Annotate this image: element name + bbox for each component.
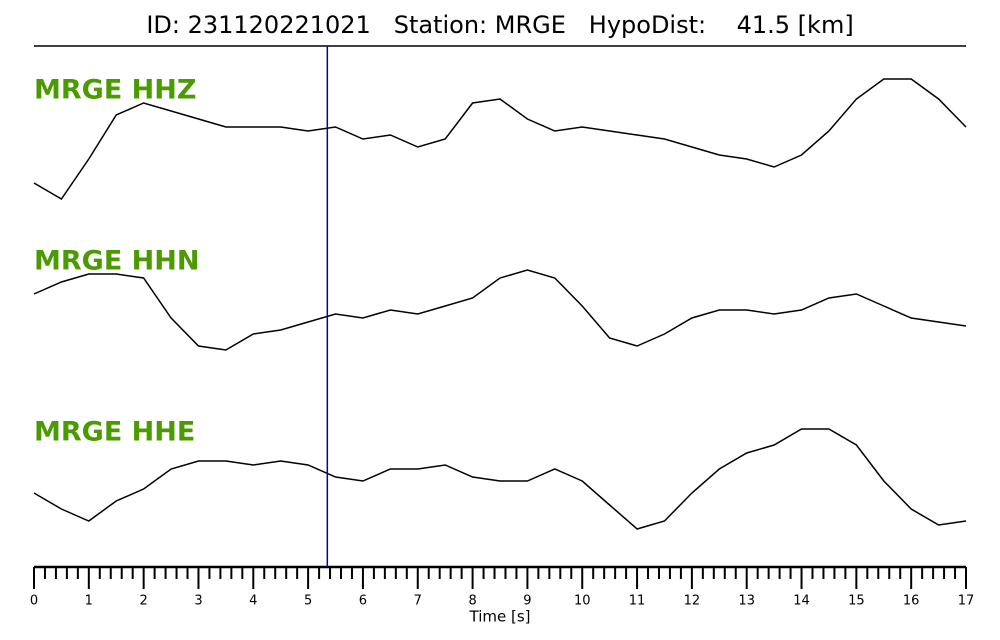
- x-tick-label: 10: [574, 594, 591, 609]
- x-tick-label: 6: [359, 594, 367, 609]
- x-tick-label: 4: [249, 594, 257, 609]
- x-tick-label: 0: [30, 594, 38, 609]
- x-tick-label: 1: [85, 594, 93, 609]
- x-tick-label: 13: [738, 594, 755, 609]
- chart-title: ID: 231120221021 Station: MRGE HypoDist:…: [146, 11, 853, 39]
- x-tick-label: 16: [903, 594, 920, 609]
- trace-label: MRGE HHZ: [34, 75, 196, 106]
- x-tick-label: 9: [523, 594, 531, 609]
- x-axis-label: Time [s]: [469, 608, 531, 626]
- trace: [33, 269, 967, 351]
- x-tick-label: 17: [958, 594, 975, 609]
- x-tick-label: 7: [414, 594, 422, 609]
- x-tick-label: 15: [848, 594, 865, 609]
- trace: [33, 78, 967, 200]
- trace-label: MRGE HHN: [34, 246, 199, 277]
- x-tick-label: 12: [684, 594, 701, 609]
- x-tick-label: 8: [468, 594, 476, 609]
- x-tick-label: 2: [140, 594, 148, 609]
- trace-label: MRGE HHE: [34, 417, 195, 448]
- trace: [33, 428, 967, 530]
- x-tick-label: 5: [304, 594, 312, 609]
- x-tick-label: 3: [194, 594, 202, 609]
- x-tick-label: 11: [629, 594, 646, 609]
- x-tick-label: 14: [793, 594, 810, 609]
